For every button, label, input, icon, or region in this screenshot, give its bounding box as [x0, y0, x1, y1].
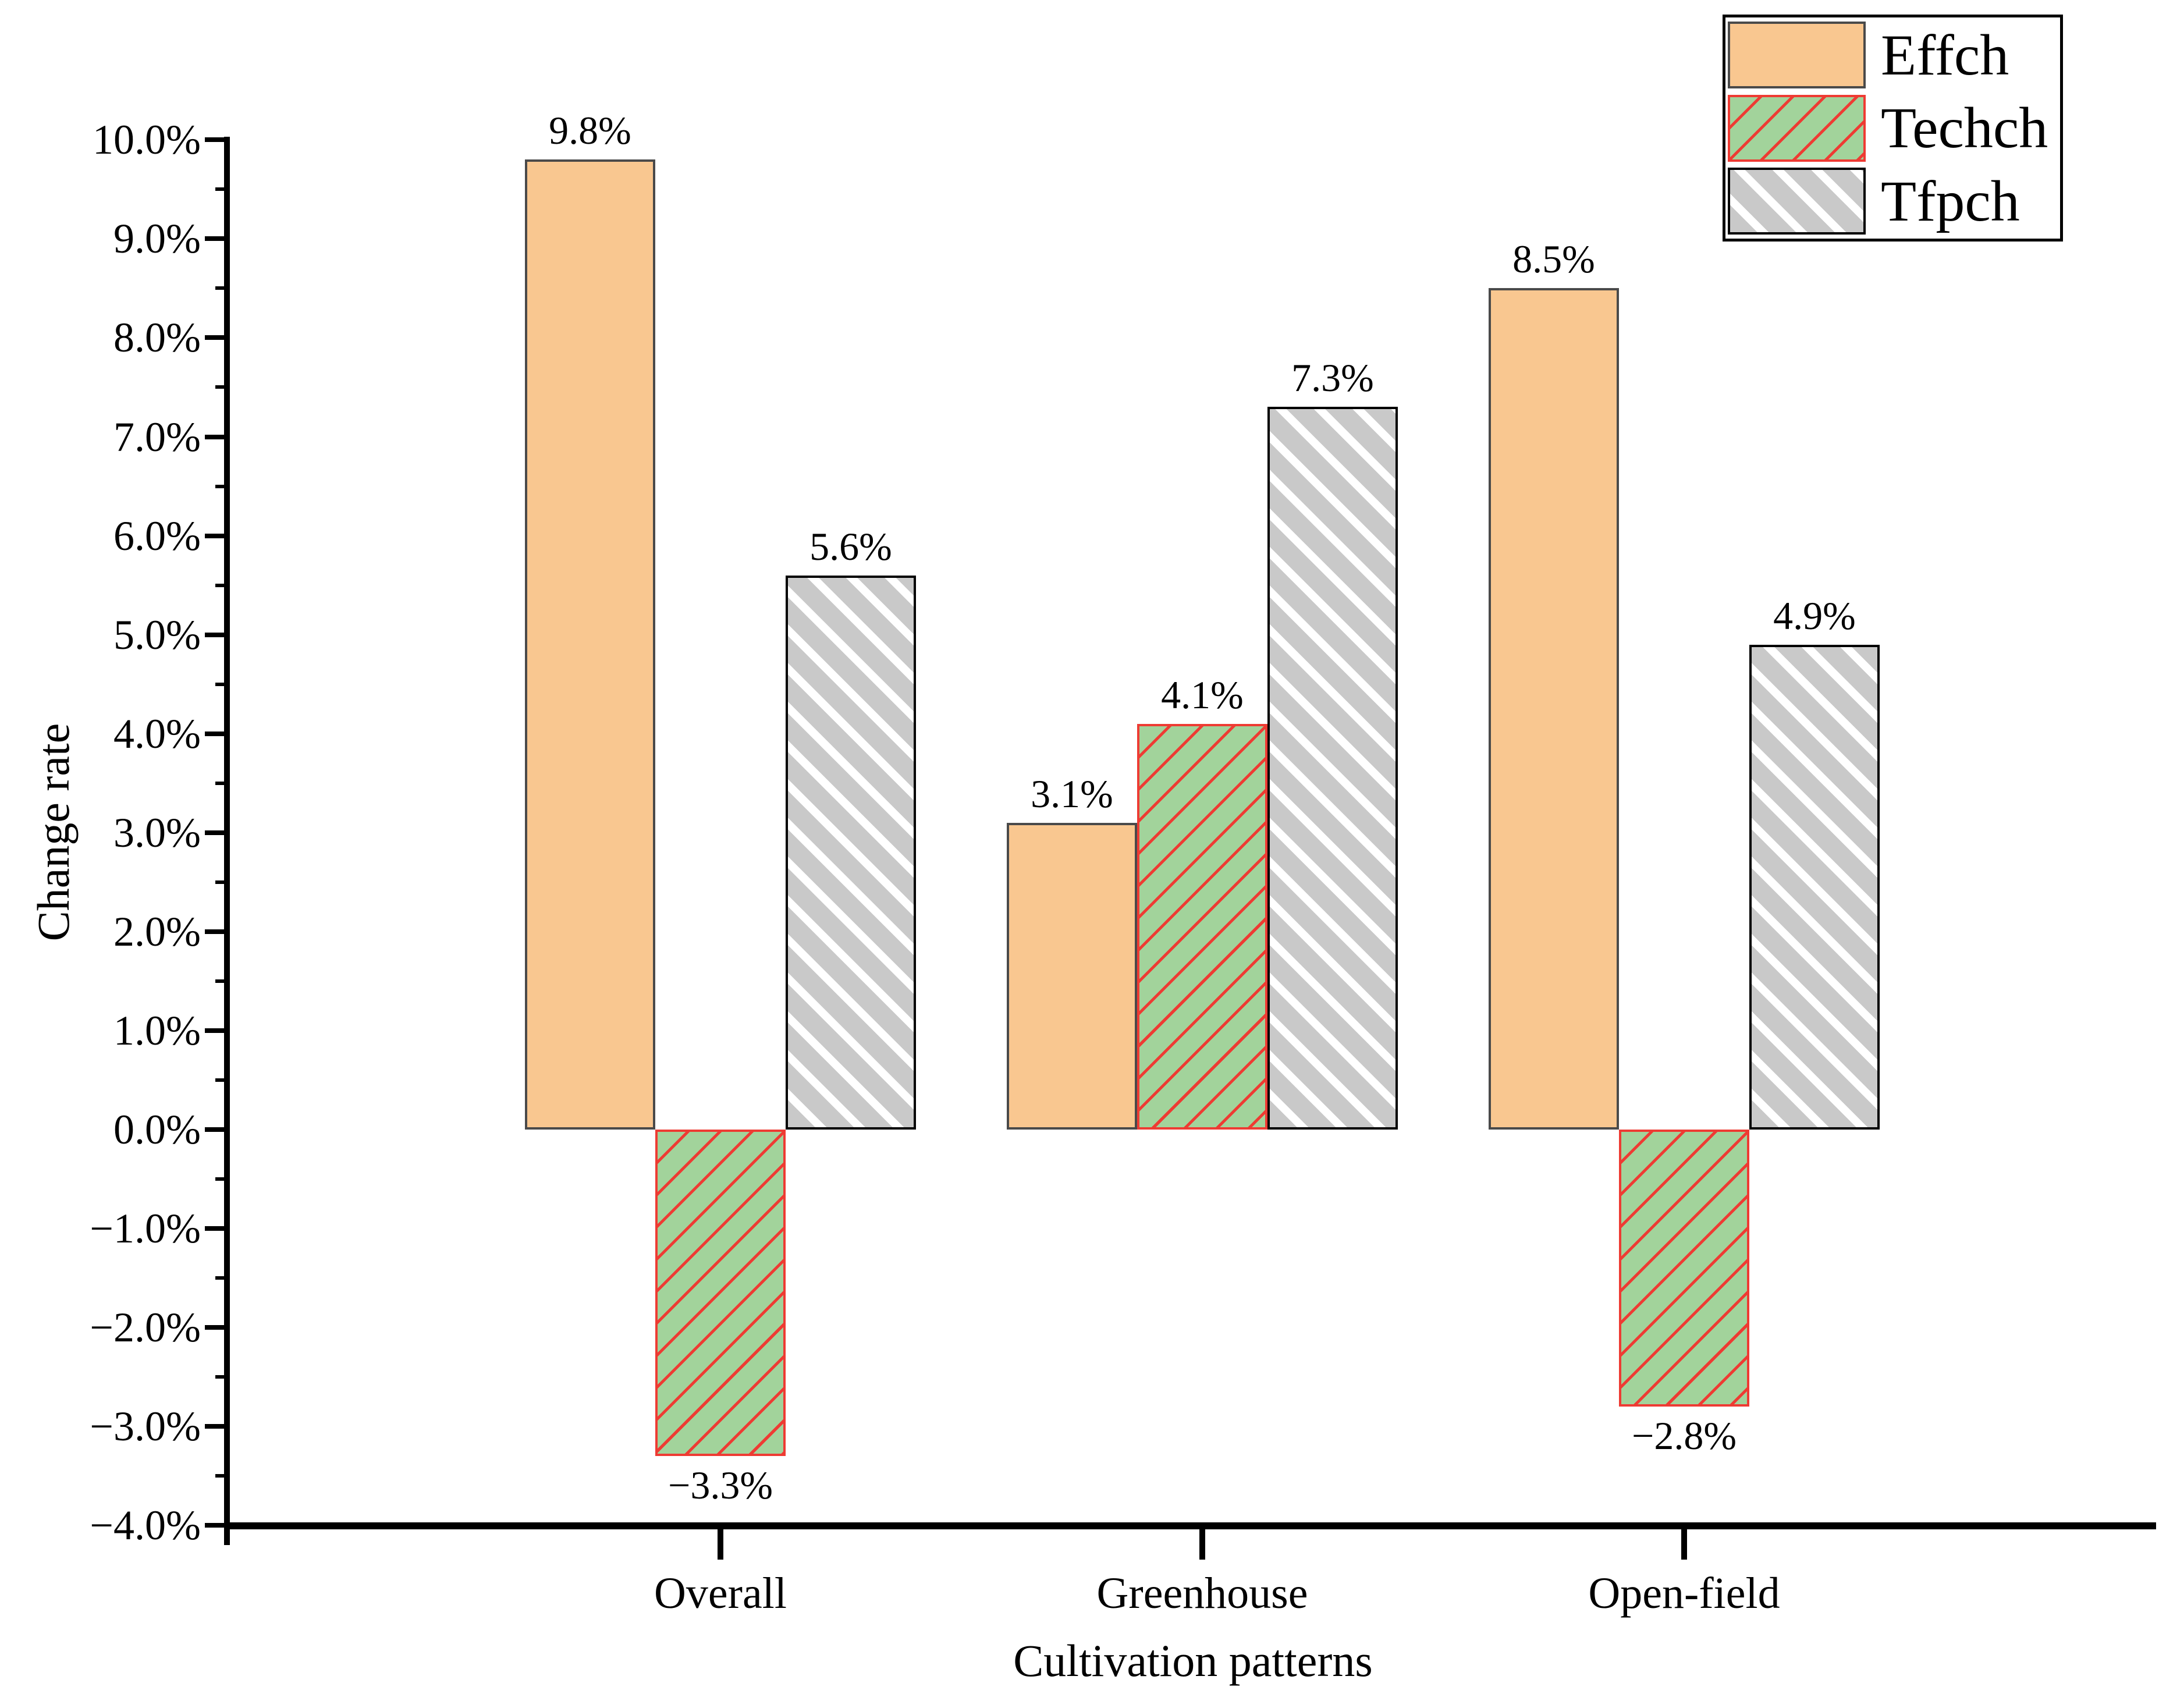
- y-tick-label: −2.0%: [90, 1304, 201, 1351]
- bar-techch-overall: [655, 1130, 786, 1457]
- category-label: Greenhouse: [1096, 1569, 1308, 1618]
- y-major-tick: [205, 929, 227, 934]
- y-tick-label: −1.0%: [90, 1205, 201, 1252]
- value-label: 7.3%: [1291, 356, 1374, 400]
- y-minor-tick: [215, 1177, 227, 1181]
- y-major-tick: [205, 236, 227, 242]
- y-tick-label: 9.0%: [113, 215, 201, 262]
- y-minor-tick: [215, 781, 227, 785]
- y-major-tick: [205, 434, 227, 439]
- bar-effch-greenhouse: [1007, 822, 1137, 1130]
- y-tick-label: 1.0%: [113, 1007, 201, 1054]
- y-minor-tick: [215, 1276, 227, 1280]
- y-minor-tick: [215, 1474, 227, 1478]
- y-major-tick: [205, 1226, 227, 1231]
- y-major-tick: [205, 1127, 227, 1132]
- y-major-tick: [205, 137, 227, 143]
- y-major-tick: [205, 632, 227, 637]
- y-minor-tick: [215, 1375, 227, 1379]
- y-major-tick: [205, 731, 227, 736]
- value-label: −3.3%: [668, 1463, 773, 1508]
- y-tick-label: −4.0%: [90, 1502, 201, 1549]
- legend: Effch Techch Tfpch: [1723, 15, 2063, 242]
- y-tick-label: 0.0%: [113, 1106, 201, 1153]
- value-label: 9.8%: [549, 108, 631, 153]
- legend-label-effch: Effch: [1881, 22, 2009, 87]
- y-minor-tick: [215, 583, 227, 587]
- y-minor-tick: [215, 682, 227, 686]
- value-label: 4.1%: [1161, 672, 1244, 717]
- x-category-tick: [1199, 1529, 1205, 1560]
- category-label: Open-field: [1588, 1569, 1780, 1618]
- techch-swatch-icon: [1728, 94, 1866, 162]
- y-tick-label: 8.0%: [113, 314, 201, 361]
- y-major-tick: [205, 1325, 227, 1330]
- x-category-tick: [1681, 1529, 1687, 1560]
- y-minor-tick: [215, 187, 227, 191]
- y-major-tick: [205, 1028, 227, 1033]
- x-category-tick: [718, 1529, 723, 1560]
- y-tick-label: 4.0%: [113, 710, 201, 757]
- bar-effch-overall: [525, 159, 655, 1130]
- effch-swatch-icon: [1728, 22, 1866, 88]
- legend-row-techch: Techch: [1728, 94, 2060, 162]
- value-label: 8.5%: [1512, 237, 1595, 282]
- bar-tfpch-greenhouse: [1267, 407, 1398, 1130]
- y-minor-tick: [215, 979, 227, 983]
- y-axis-title: Change rate: [28, 723, 79, 942]
- y-tick-label: −3.0%: [90, 1403, 201, 1450]
- x-axis-spine: [224, 1522, 2156, 1529]
- y-minor-tick: [215, 484, 227, 488]
- y-major-tick: [205, 335, 227, 340]
- y-major-tick: [205, 830, 227, 835]
- y-tick-label: 6.0%: [113, 512, 201, 559]
- y-axis-spine: [224, 137, 230, 1545]
- value-label: −2.8%: [1632, 1414, 1737, 1458]
- bar-tfpch-overall: [786, 575, 916, 1130]
- legend-row-effch: Effch: [1728, 22, 2060, 88]
- category-label: Overall: [654, 1569, 787, 1618]
- bar-effch-open-field: [1489, 288, 1619, 1130]
- y-minor-tick: [215, 385, 227, 389]
- y-tick-label: 5.0%: [113, 611, 201, 658]
- y-minor-tick: [215, 286, 227, 290]
- y-tick-label: 7.0%: [113, 413, 201, 460]
- legend-row-tfpch: Tfpch: [1728, 168, 2060, 235]
- y-minor-tick: [215, 1078, 227, 1082]
- value-label: 5.6%: [809, 524, 892, 569]
- bar-techch-greenhouse: [1137, 723, 1267, 1130]
- y-tick-label: 3.0%: [113, 809, 201, 856]
- bar-tfpch-open-field: [1749, 644, 1880, 1130]
- y-major-tick: [205, 533, 227, 538]
- legend-label-techch: Techch: [1881, 95, 2048, 160]
- x-axis-title: Cultivation patterns: [1013, 1635, 1373, 1686]
- legend-label-tfpch: Tfpch: [1881, 168, 2020, 233]
- y-tick-label: 2.0%: [113, 908, 201, 955]
- tfpch-swatch-icon: [1728, 168, 1866, 235]
- y-tick-label: 10.0%: [93, 116, 201, 164]
- y-major-tick: [205, 1523, 227, 1528]
- bar-techch-open-field: [1619, 1130, 1749, 1407]
- value-label: 4.9%: [1773, 593, 1856, 638]
- y-major-tick: [205, 1424, 227, 1429]
- y-minor-tick: [215, 880, 227, 884]
- value-label: 3.1%: [1031, 771, 1113, 816]
